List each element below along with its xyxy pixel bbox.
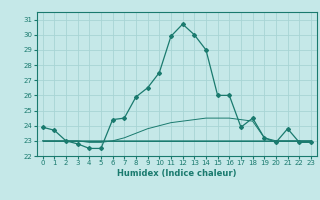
X-axis label: Humidex (Indice chaleur): Humidex (Indice chaleur) — [117, 169, 236, 178]
